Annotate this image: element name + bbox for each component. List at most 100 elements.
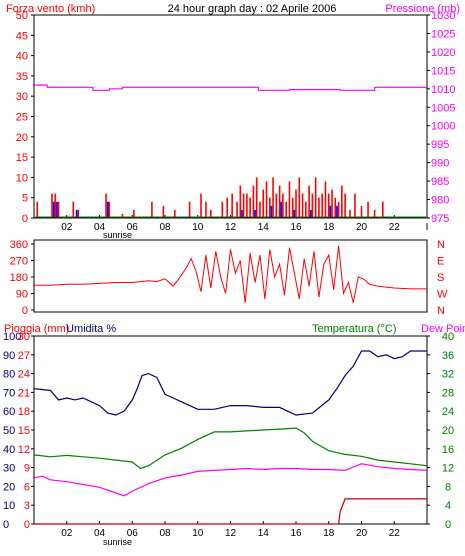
wind-tick-label: 40 xyxy=(16,51,28,63)
wind-tick-label: 50 xyxy=(16,10,28,22)
pressure-tick-label: 990 xyxy=(431,158,449,170)
direction-tick-label: 270 xyxy=(10,256,28,268)
direction-tick-label: 180 xyxy=(10,272,28,284)
x-tick-label: 22 xyxy=(389,222,401,233)
x-tick-label: 12 xyxy=(225,528,237,539)
x-tick-label: 04 xyxy=(94,528,106,539)
pressure-tick-label: 980 xyxy=(431,195,449,207)
x-tick-label: 06 xyxy=(127,222,139,233)
rain-tick-label: 27 xyxy=(18,350,30,362)
temperature-tick-label: 4 xyxy=(445,500,451,512)
wind-pressure-panel: 0510152025303540455097598098599099510001… xyxy=(16,10,456,240)
pressure-tick-label: 995 xyxy=(431,139,449,151)
wind-tick-label: 10 xyxy=(16,172,28,184)
pressure-tick-label: 985 xyxy=(431,176,449,188)
x-tick-label: 06 xyxy=(127,528,139,539)
temperature-tick-label: 32 xyxy=(442,369,454,381)
pressure-tick-label: 975 xyxy=(431,213,449,225)
rain-tick-label: 21 xyxy=(18,387,30,399)
rain-line xyxy=(34,498,427,525)
humidity-tick-label: 0 xyxy=(3,519,9,531)
rain-tick-label: 18 xyxy=(18,406,30,418)
humidity-tick-label: 70 xyxy=(3,387,15,399)
x-tick-label: 20 xyxy=(356,222,368,233)
humidity-axis-label: Umidita % xyxy=(66,323,116,335)
wind-tick-label: 35 xyxy=(16,71,28,83)
rain-tick-label: 9 xyxy=(24,463,30,475)
temperature-axis-label: Temperatura (°C) xyxy=(312,323,396,335)
wind-tick-label: 20 xyxy=(16,132,28,144)
direction-tick-label: 360 xyxy=(10,239,28,251)
rain-tick-label: 3 xyxy=(24,500,30,512)
rain-tick-label: 15 xyxy=(18,425,30,437)
compass-label: W xyxy=(437,289,448,301)
pressure-line xyxy=(34,84,427,91)
x-tick-label: 10 xyxy=(192,528,204,539)
x-tick-label: 02 xyxy=(61,528,73,539)
rain-axis-label: Pioggia (mm) xyxy=(4,323,69,335)
pressure-tick-label: 1010 xyxy=(431,84,455,96)
wind-tick-label: 30 xyxy=(16,91,28,103)
wind-tick-label: 25 xyxy=(16,112,28,124)
x-tick-label: 12 xyxy=(225,222,237,233)
wind-tick-label: 15 xyxy=(16,152,28,164)
x-tick-label: 16 xyxy=(290,222,302,233)
temperature-tick-label: 8 xyxy=(445,481,451,493)
humidity-tick-label: 90 xyxy=(3,350,15,362)
pressure-tick-label: 1025 xyxy=(431,28,455,40)
direction-tick-label: 0 xyxy=(22,305,28,317)
pressure-tick-label: 1005 xyxy=(431,102,455,114)
temperature-tick-label: 28 xyxy=(442,387,454,399)
wind-tick-label: 0 xyxy=(22,213,28,225)
compass-label: N xyxy=(437,305,445,317)
dewpoint-axis-label: Dew Point xyxy=(421,323,465,335)
wind-speed-axis-label: Forza vento (kmh) xyxy=(6,3,95,15)
sunrise-label: sunrise xyxy=(103,230,132,240)
humidity-tick-label: 20 xyxy=(3,481,15,493)
rain-tick-label: 24 xyxy=(18,369,30,381)
humidity-tick-label: 100 xyxy=(3,331,21,343)
temperature-tick-label: 40 xyxy=(442,331,454,343)
compass-label: S xyxy=(437,272,444,284)
compass-label: E xyxy=(437,256,444,268)
x-tick-label: 08 xyxy=(159,528,171,539)
x-tick-label: 20 xyxy=(356,528,368,539)
humidity-tick-label: 50 xyxy=(3,425,15,437)
x-tick-label: 16 xyxy=(290,528,302,539)
humidity-line xyxy=(33,350,427,416)
x-tick-label: 18 xyxy=(323,222,335,233)
x-tick-label: 04 xyxy=(94,222,106,233)
pressure-tick-label: 1000 xyxy=(431,121,455,133)
dewpoint-line xyxy=(33,463,428,497)
x-tick-label: 14 xyxy=(258,528,270,539)
panel2-frame xyxy=(33,239,428,313)
compass-label: N xyxy=(437,239,445,251)
x-tick-label: 08 xyxy=(159,222,171,233)
wind-tick-label: 5 xyxy=(22,193,28,205)
temperature-tick-label: 24 xyxy=(442,406,454,418)
humidity-tick-label: 60 xyxy=(3,406,15,418)
x-tick-label: 10 xyxy=(192,222,204,233)
humidity-tick-label: 30 xyxy=(3,463,15,475)
rain-tick-label: 12 xyxy=(18,444,30,456)
pressure-axis-label: Pressione (mb) xyxy=(385,3,460,15)
pressure-tick-label: 1015 xyxy=(431,65,455,77)
x-tick-label: 02 xyxy=(61,222,73,233)
rain-tick-label: 6 xyxy=(24,481,30,493)
temperature-line xyxy=(33,427,428,470)
wind-direction-line xyxy=(34,245,427,303)
direction-tick-label: 90 xyxy=(16,289,28,301)
temperature-tick-label: 20 xyxy=(442,425,454,437)
humidity-tick-label: 40 xyxy=(3,444,15,456)
wind-tick-label: 45 xyxy=(16,30,28,42)
chart-title: 24 hour graph day : 02 Aprile 2006 xyxy=(168,3,337,15)
temperature-tick-label: 36 xyxy=(442,350,454,362)
x-tick-label: 14 xyxy=(258,222,270,233)
rain-tick-label: 0 xyxy=(24,519,30,531)
rain-tick-label: 30 xyxy=(18,331,30,343)
temperature-tick-label: 0 xyxy=(445,519,451,531)
